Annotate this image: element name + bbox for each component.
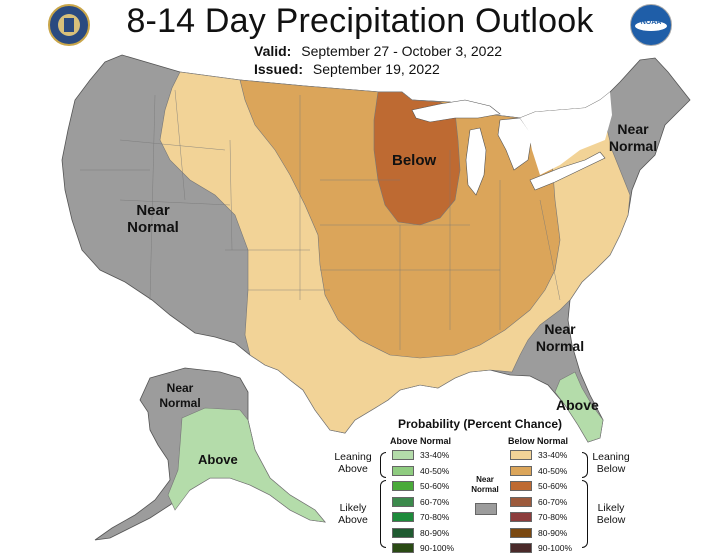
legend-below-range-label: 80-90% xyxy=(538,527,568,538)
state-boundaries xyxy=(80,89,561,350)
legend-above-row: 70-80% xyxy=(392,512,449,522)
issued-date: September 19, 2022 xyxy=(312,61,440,77)
legend-above-swatch xyxy=(392,496,414,507)
legend-below-range-label: 70-80% xyxy=(538,512,568,522)
legend-likely-above-brace xyxy=(380,480,386,548)
valid-line: Valid: September 27 - October 3, 2022 xyxy=(254,43,502,59)
lake-superior xyxy=(411,99,501,123)
alaska-above-region xyxy=(167,407,326,523)
doc-seal-icon xyxy=(48,4,90,46)
legend-leaning-above-label: Leaning Above xyxy=(334,451,372,475)
map-label-near-normal-southeast: Near Normal xyxy=(535,321,585,354)
legend-above-header: Above Normal xyxy=(390,436,452,446)
legend-above-range-label: 70-80% xyxy=(420,512,450,522)
canada-cutout xyxy=(520,92,612,175)
noaa-logo-icon: NOAA xyxy=(630,4,672,46)
lake-michigan xyxy=(465,127,487,196)
legend-below-range-label: 33-40% xyxy=(538,450,568,460)
legend-below-row: 70-80% xyxy=(510,512,567,522)
legend-above-swatch xyxy=(392,543,414,553)
legend-above-range-label: 80-90% xyxy=(420,527,450,538)
legend-below-range-label: 50-60% xyxy=(538,481,568,491)
map-label-above-florida: Above xyxy=(556,397,599,413)
issued-label: Issued: xyxy=(254,61,304,77)
legend-below-swatch xyxy=(510,450,532,460)
legend-below-swatch xyxy=(510,527,532,538)
legend-below-header: Below Normal xyxy=(508,436,569,446)
legend-above-swatch xyxy=(392,465,414,476)
legend-above-row: 80-90% xyxy=(392,527,450,538)
map-label-near-normal-alaska: Near Normal xyxy=(159,381,201,410)
legend-below-swatch xyxy=(510,496,532,507)
legend-above-range-label: 40-50% xyxy=(420,465,450,476)
legend-likely-above-label: Likely Above xyxy=(338,502,368,526)
map-label-below: Below xyxy=(392,152,437,169)
legend-below-range-label: 40-50% xyxy=(538,465,568,476)
legend-above-row: 40-50% xyxy=(392,465,450,476)
legend-above-swatch xyxy=(392,512,414,522)
issued-line: Issued: September 19, 2022 xyxy=(254,61,440,77)
legend-below-swatch xyxy=(510,481,532,491)
valid-label: Valid: xyxy=(254,43,292,59)
legend-below-row: 33-40% xyxy=(510,450,567,460)
legend-above-range-label: 50-60% xyxy=(420,481,450,491)
legend-below-row: 80-90% xyxy=(510,527,568,538)
legend-leaning-below-label: Leaning Below xyxy=(592,451,630,475)
legend-below-swatch xyxy=(510,512,532,522)
legend-above-swatch xyxy=(392,481,414,491)
legend-near-normal-label: Near Normal xyxy=(471,475,499,494)
legend-below-swatch xyxy=(510,543,532,553)
legend-near-normal-swatch xyxy=(475,503,497,515)
legend-leaning-above-brace xyxy=(380,452,386,478)
legend-above-range-label: 33-40% xyxy=(420,450,450,460)
legend-above-range-label: 90-100% xyxy=(420,543,455,553)
legend-above-row: 50-60% xyxy=(392,481,449,491)
valid-range: September 27 - October 3, 2022 xyxy=(301,43,503,59)
legend-title: Probability (Percent Chance) xyxy=(398,417,563,431)
noaa-logo-text: NOAA xyxy=(640,19,662,26)
map-label-above-alaska: Above xyxy=(198,452,238,467)
legend-below-range-label: 90-100% xyxy=(538,543,573,553)
legend-below-row: 50-60% xyxy=(510,481,567,491)
legend-below-row: 60-70% xyxy=(510,496,568,507)
legend-above-row: 33-40% xyxy=(392,450,449,460)
legend-above-range-label: 60-70% xyxy=(420,496,450,507)
legend-likely-below-label: Likely Below xyxy=(596,502,626,526)
map-label-near-normal-west: Near Normal xyxy=(127,202,179,236)
florida-above-region xyxy=(554,371,604,443)
likely-below-50-60-region xyxy=(373,91,461,226)
page-title: 8-14 Day Precipitation Outlook xyxy=(126,2,594,40)
legend-below-row: 40-50% xyxy=(510,465,568,476)
legend-below-range-label: 60-70% xyxy=(538,496,568,507)
map-label-near-normal-northeast: Near Normal xyxy=(608,121,658,154)
lakes-erie-ontario xyxy=(529,151,606,191)
legend-below-swatch xyxy=(510,465,532,476)
legend-below-row: 90-100% xyxy=(510,543,572,553)
legend-above-row: 90-100% xyxy=(392,543,454,553)
legend-above-row: 60-70% xyxy=(392,496,450,507)
legend-above-swatch xyxy=(392,450,414,460)
legend-above-swatch xyxy=(392,527,414,538)
